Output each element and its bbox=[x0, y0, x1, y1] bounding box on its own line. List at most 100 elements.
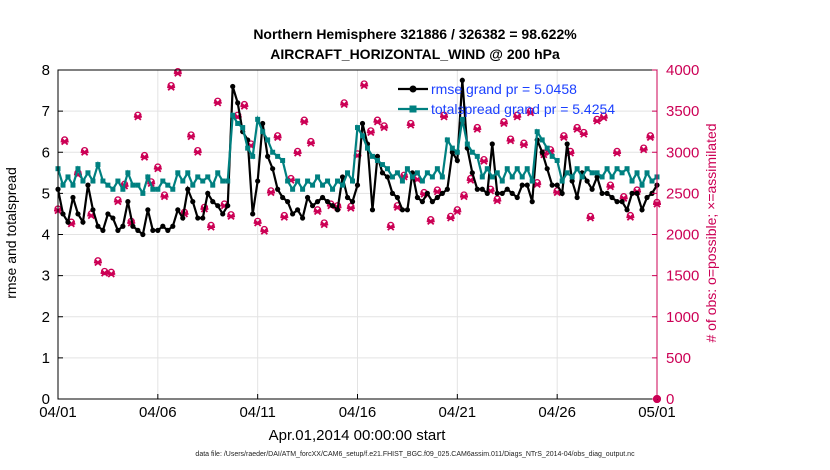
legend-marker bbox=[409, 85, 417, 93]
obs-assimilated-marker bbox=[80, 148, 89, 156]
obs-assimilated-marker bbox=[187, 132, 196, 141]
obs-assimilated-marker bbox=[160, 193, 169, 201]
rmse-marker bbox=[614, 199, 620, 205]
spread-marker bbox=[494, 170, 500, 176]
spread-marker bbox=[499, 178, 505, 184]
rmse-marker bbox=[120, 223, 126, 229]
obs-possible-marker bbox=[61, 136, 69, 144]
y-tick-label: 0 bbox=[42, 391, 50, 408]
title-line-1: Northern Hemisphere 321886 / 326382 = 98… bbox=[253, 26, 577, 42]
obs-possible-marker bbox=[513, 111, 521, 119]
rmse-marker bbox=[644, 194, 650, 201]
x-tick-label: 05/01 bbox=[638, 404, 676, 421]
spread-marker bbox=[310, 182, 316, 188]
obs-possible-marker bbox=[307, 137, 315, 146]
rmse-marker bbox=[589, 186, 595, 192]
obs-possible-marker bbox=[80, 146, 89, 155]
rmse-marker bbox=[524, 182, 530, 188]
obs-assimilated-marker bbox=[459, 193, 468, 201]
spread-marker bbox=[125, 170, 131, 176]
obs-assimilated-marker bbox=[113, 197, 122, 206]
spread-marker bbox=[559, 178, 565, 184]
rmse-marker bbox=[230, 83, 236, 90]
obs-possible-marker bbox=[427, 216, 435, 224]
spread-marker bbox=[484, 166, 490, 172]
obs-possible-marker bbox=[100, 267, 109, 276]
spread-marker bbox=[155, 186, 161, 192]
rmse-marker bbox=[90, 207, 96, 213]
y-tick-label: 5 bbox=[42, 185, 50, 202]
spread-marker bbox=[619, 170, 625, 176]
spread-marker bbox=[624, 166, 630, 172]
spread-marker bbox=[404, 166, 410, 172]
rmse-marker bbox=[399, 207, 406, 213]
rmse-marker bbox=[539, 149, 545, 155]
y2-tick-label: 3500 bbox=[666, 103, 699, 120]
spread-marker bbox=[424, 170, 430, 176]
spread-marker bbox=[604, 166, 610, 172]
spread-marker bbox=[504, 166, 510, 172]
rmse-marker bbox=[374, 153, 381, 159]
spread-marker bbox=[479, 174, 485, 180]
spread-marker bbox=[394, 170, 400, 176]
y2-tick-label: 4000 bbox=[666, 62, 699, 79]
obs-possible-marker bbox=[367, 127, 375, 135]
obs-assimilated-marker bbox=[479, 157, 488, 165]
rmse-marker bbox=[140, 231, 146, 238]
rmse-marker bbox=[85, 182, 91, 188]
spread-marker bbox=[345, 170, 351, 176]
rmse-marker bbox=[115, 227, 121, 233]
obs-possible-marker bbox=[387, 221, 395, 230]
spread-marker bbox=[374, 157, 380, 163]
spread-marker bbox=[514, 166, 520, 172]
spread-marker bbox=[379, 162, 385, 168]
spread-marker bbox=[65, 174, 71, 180]
spread-marker bbox=[609, 174, 615, 180]
obs-assimilated-marker bbox=[153, 165, 162, 173]
obs-possible-marker bbox=[586, 212, 595, 221]
obs-assimilated-marker bbox=[573, 125, 582, 133]
rmse-marker bbox=[609, 194, 615, 201]
obs-possible-marker bbox=[440, 111, 448, 119]
obs-assimilated-marker bbox=[360, 81, 369, 90]
obs-assimilated-marker bbox=[280, 213, 289, 221]
obs-possible-marker bbox=[606, 181, 615, 189]
obs-possible-marker bbox=[214, 97, 222, 105]
obs-assimilated-marker bbox=[386, 223, 395, 231]
obs-possible-marker bbox=[114, 196, 122, 204]
spread-marker bbox=[359, 133, 365, 139]
rmse-marker bbox=[509, 190, 515, 196]
spread-marker bbox=[554, 157, 560, 163]
y-axis-label: rmse and totalspread bbox=[3, 167, 19, 299]
legend: rmse grand pr = 5.0458 totalspread grand … bbox=[398, 81, 615, 117]
obs-possible-marker bbox=[580, 128, 588, 137]
obs-possible-marker bbox=[254, 217, 262, 225]
obs-assimilated-marker bbox=[526, 109, 535, 117]
spread-marker bbox=[315, 174, 321, 180]
rmse-marker bbox=[514, 194, 520, 201]
obs-possible-marker bbox=[520, 139, 528, 147]
rmse-marker bbox=[60, 211, 66, 217]
rmse-marker bbox=[544, 166, 550, 172]
rmse-marker bbox=[489, 141, 495, 147]
rmse-marker bbox=[250, 211, 256, 217]
spread-marker bbox=[564, 170, 570, 176]
spread-marker bbox=[579, 174, 585, 180]
obs-assimilated-marker bbox=[380, 123, 389, 132]
rmse-marker bbox=[295, 207, 301, 213]
y-tick-label: 6 bbox=[42, 144, 50, 161]
spread-marker bbox=[305, 178, 311, 184]
obs-possible-marker bbox=[273, 132, 282, 140]
spread-marker bbox=[60, 182, 66, 188]
spread-marker bbox=[275, 153, 281, 159]
rmse-marker bbox=[484, 190, 490, 196]
obs-assimilated-marker bbox=[613, 149, 622, 157]
spread-marker bbox=[549, 153, 555, 159]
obs-assimilated-marker bbox=[140, 153, 149, 161]
spread-marker bbox=[95, 162, 101, 168]
obs-possible-marker bbox=[373, 116, 382, 124]
rmse-marker bbox=[499, 190, 505, 196]
obs-possible-marker bbox=[447, 212, 455, 221]
